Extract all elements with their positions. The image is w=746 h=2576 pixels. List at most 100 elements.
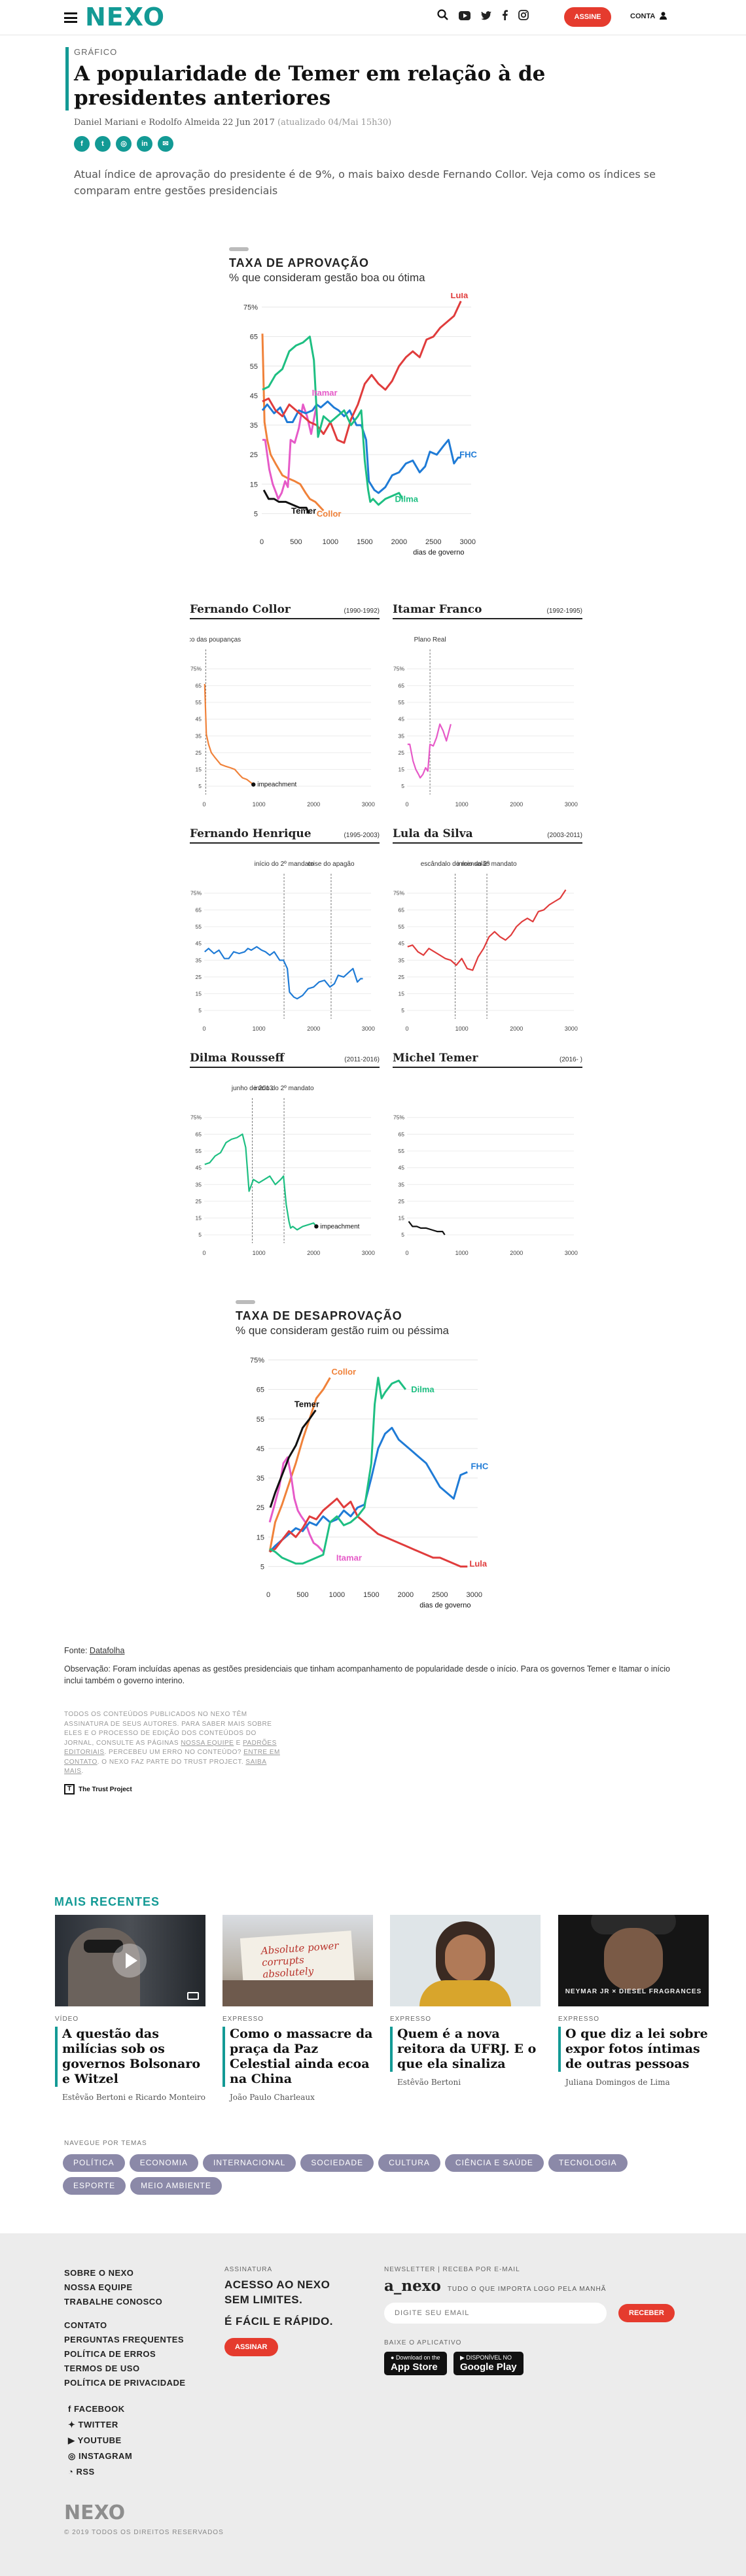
footer-link-termos[interactable]: TERMOS DE USO (64, 2363, 140, 2373)
card-thumbnail[interactable]: NEYMAR JR × DIESEL FRAGRANCES (558, 1915, 709, 2006)
y-tick-label: 55 (257, 1416, 264, 1424)
y-tick-label: 15 (196, 1215, 202, 1222)
end-label: impeachment (320, 1223, 359, 1230)
footer-instagram[interactable]: ◎ INSTAGRAM (68, 2448, 132, 2464)
footer-youtube[interactable]: ▶ YOUTUBE (68, 2433, 132, 2448)
facebook-icon[interactable]: f (74, 136, 90, 152)
footer-link-trabalhe[interactable]: TRABALHE CONOSCO (64, 2297, 163, 2307)
panel-title: Lula da Silva (393, 827, 473, 840)
learn-more-link[interactable]: SAIBA MAIS (64, 1758, 267, 1776)
card-title[interactable]: Como o massacre da praça da Paz Celestia… (222, 2027, 373, 2087)
twitter-icon[interactable]: t (95, 136, 111, 152)
youtube-icon[interactable] (459, 9, 471, 25)
googleplay-small: DISPONÍVEL NO (466, 2354, 512, 2361)
rss-icon: ◔ (68, 2467, 77, 2477)
card-thumbnail[interactable] (390, 1915, 541, 2006)
y-tick-label: 75% (190, 890, 202, 897)
y-tick-label: 15 (399, 766, 405, 773)
footer-link-sobre[interactable]: SOBRE O NEXO (64, 2268, 134, 2278)
y-tick-label: 35 (250, 422, 258, 430)
panel-header: Dilma Rousseff (2011-2016) (190, 1052, 380, 1068)
subscribe-footer-button[interactable]: ASSINAR (224, 2338, 278, 2356)
twitter-icon[interactable] (481, 9, 491, 25)
y-tick-label: 25 (196, 749, 202, 756)
recent-card[interactable]: NEYMAR JR × DIESEL FRAGRANCES EXPRESSO O… (558, 1915, 709, 2087)
recent-card[interactable]: Absolute power corrupts absolutely EXPRE… (222, 1915, 373, 2103)
footer-link-contato[interactable]: CONTATO (64, 2320, 107, 2330)
tag-internacional[interactable]: INTERNACIONAL (203, 2154, 296, 2172)
tag-politica[interactable]: POLÍTICA (63, 2154, 125, 2172)
footer-rss[interactable]: ◔ RSS (68, 2464, 132, 2480)
receive-button[interactable]: RECEBER (618, 2304, 675, 2322)
play-icon[interactable] (113, 1944, 147, 1978)
recent-card[interactable]: EXPRESSO Quem é a nova reitora da UFRJ. … (390, 1915, 541, 2087)
panel-series-line (204, 946, 363, 1000)
video-thumbnail[interactable] (55, 1915, 205, 2006)
tag-ciencia-e-saude[interactable]: CIÊNCIA E SAÚDE (444, 2154, 544, 2172)
x-tick-label: 3000 (362, 1250, 375, 1256)
x-tick-label: 3000 (362, 801, 375, 808)
y-tick-label: 65 (399, 1131, 405, 1137)
x-tick-label: 1000 (329, 1591, 345, 1599)
footer-link-equipe[interactable]: NOSSA EQUIPE (64, 2282, 133, 2292)
card-title[interactable]: A questão das milícias sob os governos B… (55, 2027, 205, 2087)
tag-cultura[interactable]: CULTURA (378, 2154, 440, 2172)
x-tick-label: 2000 (510, 1250, 523, 1256)
facebook-icon[interactable] (502, 9, 508, 25)
y-tick-label: 75% (250, 1357, 264, 1365)
x-tick-label: 500 (290, 538, 302, 546)
y-tick-label: 35 (257, 1475, 264, 1483)
footer-facebook[interactable]: f FACEBOOK (68, 2401, 132, 2417)
editorial-standards-link[interactable]: PADRÕES EDITORIAIS (64, 1739, 277, 1757)
annotation-label: escândalo do mensalão (421, 861, 490, 868)
card-title[interactable]: O que diz a lei sobre expor fotos íntima… (558, 2027, 709, 2072)
x-tick-label: 1000 (323, 538, 338, 546)
card-thumbnail[interactable]: Absolute power corrupts absolutely (222, 1915, 373, 2006)
y-tick-label: 45 (399, 1165, 405, 1171)
annotation-label: confisco das poupanças (190, 636, 241, 644)
tag-meio-ambiente[interactable]: MEIO AMBIENTE (130, 2177, 222, 2195)
footer-twitter[interactable]: ✦ TWITTER (68, 2417, 132, 2433)
linkedin-icon[interactable]: in (137, 136, 152, 152)
footer-logo[interactable]: NEXO (64, 2501, 126, 2524)
y-tick-label: 75% (243, 304, 258, 312)
tag-economia[interactable]: ECONOMIA (129, 2154, 199, 2172)
y-tick-label: 15 (399, 1215, 405, 1222)
instagram-icon: ◎ (68, 2451, 79, 2461)
search-icon[interactable] (437, 9, 448, 25)
disapproval-chart-header: TAXA DE DESAPROVAÇÃO % que consideram ge… (236, 1300, 537, 1337)
disapproval-chart-subtitle: % que consideram gestão ruim ou péssima (236, 1324, 449, 1337)
tag-tecnologia[interactable]: TECNOLOGIA (548, 2154, 628, 2172)
instagram-icon[interactable] (518, 9, 529, 25)
footer-link-privacidade[interactable]: POLÍTICA DE PRIVACIDADE (64, 2378, 186, 2388)
whatsapp-icon[interactable]: ◎ (116, 136, 132, 152)
subscribe-button[interactable]: ASSINE (564, 7, 611, 27)
recent-card[interactable]: VÍDEO A questão das milícias sob os gove… (55, 1915, 205, 2103)
president-panel-itamar-franco: Itamar Franco (1992-1995) 75% 65 55 45 35 25 15 5… (393, 603, 582, 819)
series-label-dilma: Dilma (411, 1384, 435, 1394)
series-line-temer (269, 1409, 317, 1508)
x-tick-label: 2500 (425, 538, 441, 546)
disapproval-chart: 75% 65 55 45 35 25 15 5 0 500 1000 1500 2000 2500 3000… (250, 1357, 489, 1609)
y-tick-label: 75% (393, 1114, 404, 1121)
contact-link[interactable]: ENTRE EM CONTATO (64, 1749, 280, 1766)
x-axis-label: dias de governo (413, 549, 464, 557)
source-link[interactable]: Datafolha (89, 1646, 125, 1655)
facebook-label: FACEBOOK (73, 2404, 125, 2414)
card-title[interactable]: Quem é a nova reitora da UFRJ. E o que e… (390, 2027, 541, 2072)
app-store-badge[interactable]: ● Download on the App Store (384, 2352, 447, 2375)
google-play-badge[interactable]: ▶ DISPONÍVEL NO Google Play (453, 2352, 524, 2375)
messenger-icon[interactable]: ✉ (158, 136, 173, 152)
nexo-logo[interactable]: NEXO (85, 3, 166, 31)
email-input[interactable] (384, 2303, 607, 2324)
menu-icon[interactable] (64, 12, 77, 23)
tag-sociedade[interactable]: SOCIEDADE (300, 2154, 374, 2172)
x-tick-label: 0 (260, 538, 264, 546)
our-team-link[interactable]: NOSSA EQUIPE (181, 1739, 234, 1747)
footer-link-erros[interactable]: POLÍTICA DE ERROS (64, 2349, 156, 2359)
tag-esporte[interactable]: ESPORTE (63, 2177, 126, 2195)
trust-project-badge[interactable]: T The Trust Project (64, 1784, 132, 1795)
y-tick-label: 25 (196, 974, 202, 980)
footer-link-faq[interactable]: PERGUNTAS FREQUENTES (64, 2335, 185, 2344)
account-link[interactable]: CONTA (630, 12, 667, 22)
